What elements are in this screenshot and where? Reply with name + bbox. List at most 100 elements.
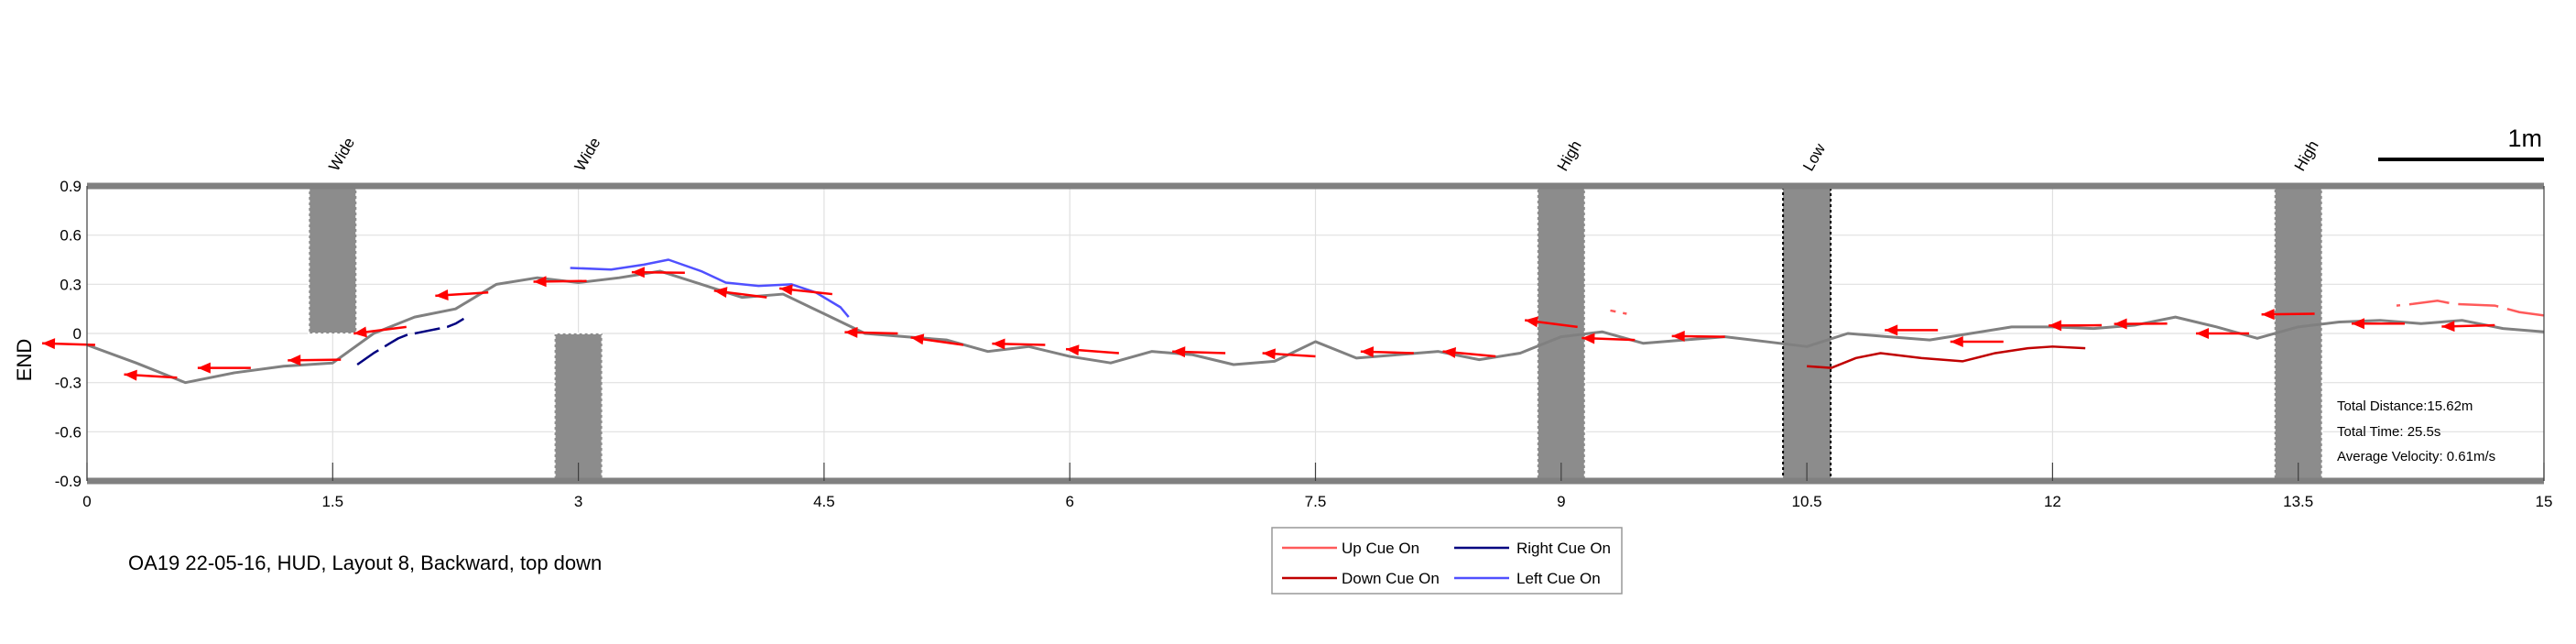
- plot-frame: [86, 182, 2545, 485]
- direction-arrow-8: [713, 287, 767, 299]
- arrow-head: [2441, 321, 2455, 333]
- direction-arrow-27: [2351, 318, 2405, 330]
- direction-arrow-17: [1442, 346, 1496, 358]
- legend-label-left-cue: Left Cue On: [1516, 570, 1601, 587]
- legend-label-right-cue: Right Cue On: [1516, 540, 1611, 557]
- arrow-head: [1581, 333, 1595, 344]
- direction-arrow-13: [1065, 344, 1119, 356]
- arrow-head: [288, 355, 301, 366]
- arrow-head: [353, 326, 367, 338]
- arrow-head: [435, 289, 449, 300]
- series-up-cue-fragment-b: [2396, 299, 2545, 317]
- x-tick-label-2: 3: [574, 493, 582, 510]
- y-tick-label-6: 0.9: [60, 178, 82, 195]
- direction-arrow-0: [41, 338, 95, 350]
- direction-arrow-26: [2261, 309, 2315, 321]
- arrow-head: [631, 267, 645, 278]
- direction-arrow-21: [1885, 324, 1939, 336]
- direction-arrow-24: [2114, 318, 2168, 330]
- chart-title: OA19 22-05-16, HUD, Layout 8, Backward, …: [128, 551, 602, 574]
- direction-arrow-19: [1581, 333, 1636, 344]
- direction-arrow-3: [288, 355, 342, 366]
- x-tick-label-10: 15: [2536, 493, 2553, 510]
- y-tick-label-1: -0.6: [55, 423, 82, 441]
- arrow-head: [2261, 309, 2275, 321]
- series-down-cue-on: [1807, 345, 2086, 369]
- direction-arrow-15: [1262, 348, 1316, 360]
- obstacle-label-2: High: [1554, 137, 1585, 174]
- arrow-head: [1885, 324, 1898, 336]
- arrow-head: [2196, 328, 2210, 339]
- direction-arrow-22: [1950, 335, 2004, 347]
- x-tick-label-6: 9: [1557, 493, 1565, 510]
- direction-arrow-12: [992, 338, 1046, 350]
- direction-arrow-18: [1524, 316, 1578, 329]
- arrow-head: [1442, 346, 1457, 358]
- stat-total-time: Total Time: 25.5s: [2337, 424, 2440, 440]
- direction-arrow-7: [631, 267, 685, 278]
- direction-arrow-4: [353, 325, 407, 338]
- series-up-cue-fragment-a: [1610, 309, 1627, 315]
- tick-labels: 0 1.5 3 4.5 6 7.5 9 10.5 12 13.5 15 -0.9 -0.6 -0.3 0 0.…: [55, 178, 2553, 510]
- stat-total-distance: Total Distance:15.62m: [2337, 398, 2473, 414]
- arrow-head: [1671, 331, 1685, 343]
- arrow-head: [2114, 318, 2127, 330]
- stats-box: Total Distance:15.62m Total Time: 25.5s …: [2337, 398, 2495, 464]
- arrow-head: [910, 333, 925, 345]
- arrow-head: [41, 338, 56, 350]
- arrow-head: [533, 276, 547, 288]
- direction-arrow-20: [1671, 331, 1725, 343]
- x-tick-label-9: 13.5: [2283, 493, 2313, 510]
- direction-arrow-16: [1360, 346, 1414, 358]
- direction-arrow-25: [2196, 328, 2250, 339]
- obstacle-low-3: [1782, 185, 1832, 482]
- legend-label-down-cue-visible: Down Cue On: [1342, 570, 1440, 587]
- direction-arrow-6: [533, 276, 587, 288]
- x-tick-label-7: 10.5: [1792, 493, 1822, 510]
- arrow-head: [992, 338, 1005, 350]
- grid: [86, 185, 2545, 482]
- arrow-head: [1950, 335, 1963, 347]
- y-axis-label: END: [13, 339, 36, 381]
- series-left-cue-on: [570, 258, 850, 318]
- y-tick-label-3: 0: [73, 325, 82, 343]
- arrow-head: [1360, 346, 1375, 358]
- obstacle-label-0: Wide: [325, 135, 358, 174]
- x-tick-label-5: 7.5: [1305, 493, 1327, 510]
- legend-label-up-cue: Up Cue On: [1342, 540, 1419, 557]
- obstacle-label-4: High: [2291, 137, 2322, 174]
- arrow-head: [1525, 316, 1538, 328]
- x-tick-label-4: 6: [1065, 493, 1073, 510]
- arrow-head: [124, 369, 137, 381]
- arrow-head: [1262, 348, 1276, 360]
- direction-arrow-28: [2441, 321, 2495, 333]
- scale-bar: 1m: [2378, 125, 2544, 161]
- x-tick-label-1: 1.5: [321, 493, 343, 510]
- arrow-head: [844, 326, 858, 338]
- y-tick-label-0: -0.9: [55, 473, 82, 490]
- arrow-head: [1172, 346, 1186, 358]
- y-tick-label-4: 0.3: [60, 276, 82, 293]
- direction-arrow-2: [197, 362, 251, 374]
- obstacle-wide-1: [553, 333, 603, 482]
- arrow-head: [2351, 318, 2364, 330]
- obstacle-wide-0: [308, 185, 358, 334]
- direction-arrow-5: [435, 289, 489, 300]
- x-tick-label-8: 12: [2044, 493, 2061, 510]
- y-tick-label-2: -0.3: [55, 375, 82, 392]
- scale-bar-label: 1m: [2507, 125, 2542, 152]
- direction-arrow-10: [844, 326, 898, 338]
- obstacle-label-1: Wide: [571, 135, 604, 174]
- arrow-head: [1066, 344, 1080, 356]
- arrow-head: [779, 284, 793, 296]
- obstacle-high-4: [2273, 185, 2323, 482]
- x-tick-label-0: 0: [82, 493, 91, 510]
- series-right-cue-on: [356, 317, 465, 366]
- direction-arrow-9: [779, 284, 832, 296]
- direction-arrow-1: [124, 369, 178, 381]
- direction-arrows: [41, 267, 2495, 381]
- y-tick-label-5: 0.6: [60, 227, 82, 245]
- stat-average-velocity: Average Velocity: 0.61m/s: [2337, 449, 2495, 464]
- direction-arrow-11: [910, 333, 964, 346]
